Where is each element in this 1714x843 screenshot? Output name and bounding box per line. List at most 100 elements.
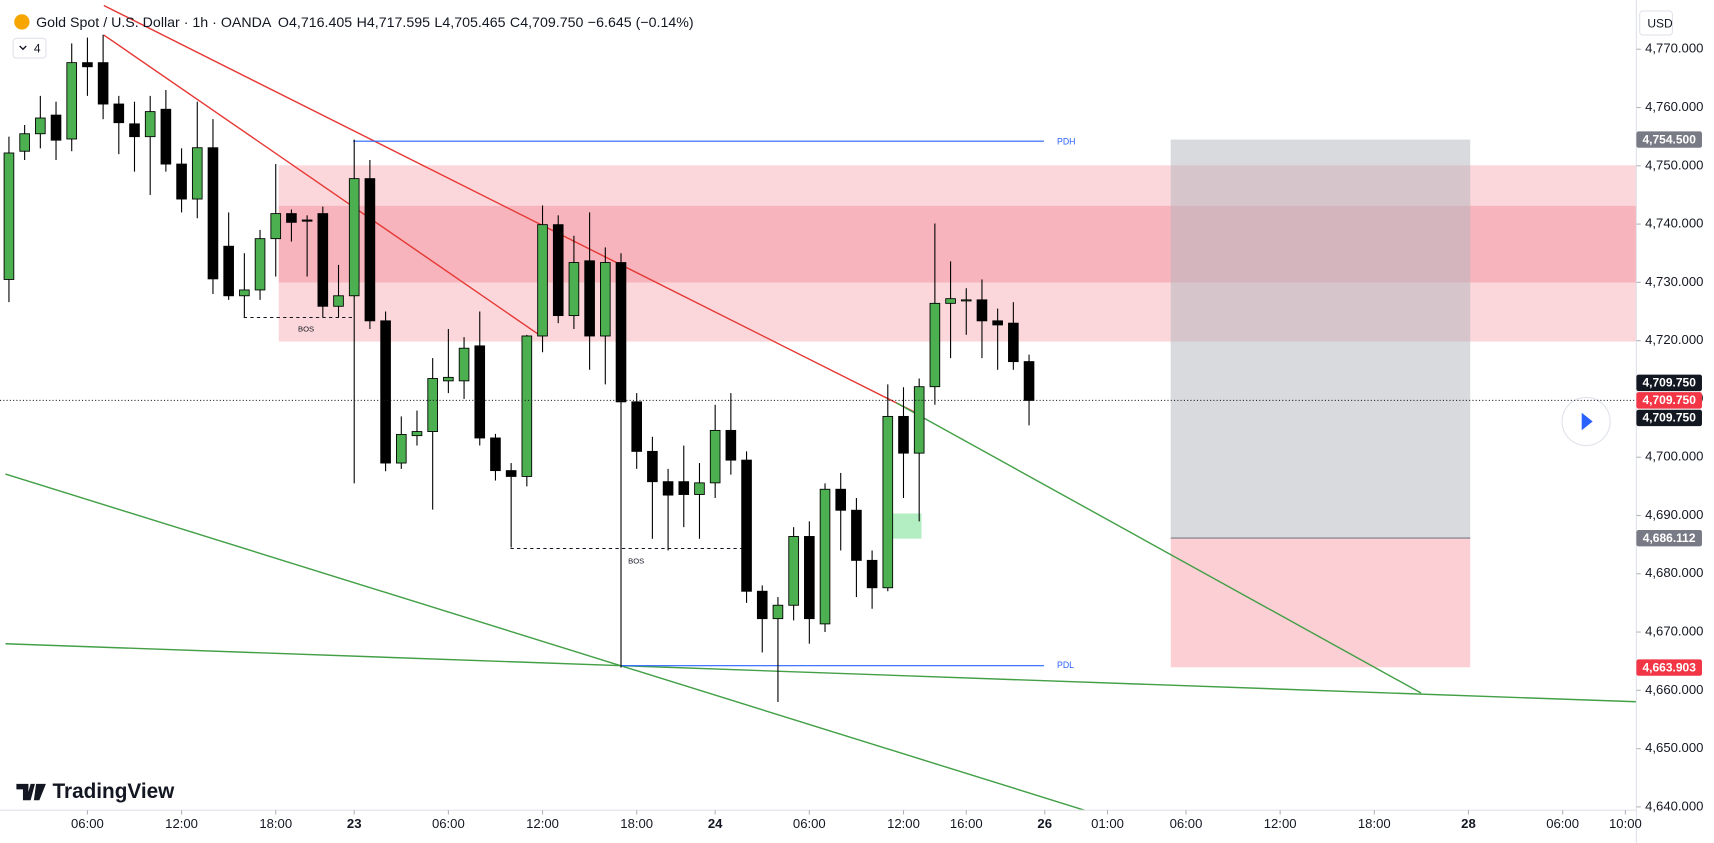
candle-body-down [223, 245, 234, 297]
candle-body-down [992, 320, 1003, 326]
x-tick-label: 06:00 [432, 816, 465, 831]
candle-body-up [19, 133, 30, 152]
candle-body-up [772, 604, 784, 620]
x-tick-label: 06:00 [1170, 816, 1203, 831]
candle-body-down [113, 103, 125, 124]
candle-body-down [678, 481, 690, 495]
y-tick-label: 4,640.000 [1645, 798, 1703, 813]
candle-body-down [176, 163, 187, 200]
candle-body-down [584, 260, 595, 337]
candle-body-down [1008, 322, 1019, 363]
candle-body-up [270, 213, 282, 240]
x-tick-label: 12:00 [1264, 816, 1297, 831]
price-label: 4,709.750 [1642, 393, 1696, 407]
ohlc-key: H [357, 15, 367, 31]
candle-body-down [756, 590, 768, 620]
candle-body-up [945, 298, 956, 304]
price-label: 4,754.500 [1642, 132, 1696, 146]
y-tick-label: 4,770.000 [1645, 41, 1703, 56]
candle-body-down [976, 299, 988, 322]
candle-body-down [631, 401, 642, 452]
price-label-box [1636, 529, 1702, 547]
candle-body-down [490, 437, 501, 472]
x-tick-label: 26 [1037, 816, 1052, 831]
candle-body-up [411, 431, 423, 437]
candle-body-down [50, 114, 62, 141]
candle-body-up [709, 429, 721, 484]
candle-body-down [317, 213, 329, 307]
candle-body-up [191, 147, 203, 200]
candle-body-down [505, 470, 517, 477]
ohlc-key: O [278, 15, 289, 31]
candle-body-down [160, 108, 172, 165]
candle-body-down [804, 536, 815, 620]
candle-body-up [239, 289, 250, 297]
trend-line [5, 643, 1637, 703]
candle-body-up [348, 178, 360, 297]
x-tick-label: 24 [708, 816, 723, 831]
x-tick-label: 12:00 [165, 816, 198, 831]
fvg-box [893, 513, 922, 539]
bos-label: BOS [298, 325, 314, 334]
candle-body-up [568, 262, 580, 317]
candle-body-down [380, 320, 391, 464]
candles [3, 34, 1035, 702]
candle-body-down [207, 147, 219, 280]
x-tick-label: 01:00 [1091, 816, 1124, 831]
currency-box[interactable] [1639, 10, 1674, 36]
indicator-count: 4 [34, 41, 41, 55]
candle-body-up [913, 386, 925, 454]
candle-body-up [882, 415, 894, 589]
x-tick-label: 12:00 [526, 816, 559, 831]
trend-line [5, 473, 1085, 811]
candle-body-up [929, 302, 941, 388]
trend-line [103, 34, 539, 335]
pdh-label: PDH [1057, 137, 1075, 147]
candle-body-up [819, 488, 831, 625]
trend-line [896, 402, 1422, 694]
y-tick-label: 4,670.000 [1645, 624, 1703, 639]
y-tick-label: 4,730.000 [1645, 274, 1703, 289]
symbol-title: Gold Spot / U.S. Dollar · 1h · OANDA [36, 15, 272, 31]
candle-body-down [82, 62, 93, 68]
candle-body-up [66, 62, 78, 140]
chevron [19, 45, 27, 51]
candle-body-up [960, 299, 972, 302]
candle-body-down [1023, 361, 1035, 401]
candle-body-down [851, 509, 862, 561]
candle-body-down [647, 450, 658, 483]
ohlc-key: C [510, 15, 520, 31]
position-target [1170, 139, 1471, 539]
indicator-toggle[interactable] [12, 37, 47, 59]
x-tick-label: 18:00 [620, 816, 653, 831]
drawings: PDH PDL BOS BOS [5, 4, 1637, 811]
candle-body-down [741, 459, 752, 592]
y-tick-label: 4,650.000 [1645, 740, 1703, 755]
y-tick-label: 4,750.000 [1645, 157, 1703, 172]
candle-body-down [835, 488, 847, 511]
y-tick-label: 4,700.000 [1645, 449, 1703, 464]
y-tick-label: 4,720.000 [1645, 332, 1703, 347]
candle-body-down [286, 213, 297, 223]
candle-body-down [129, 123, 140, 138]
price-label: 4,663.903 [1642, 660, 1696, 674]
ohlc-value: 4,705.465 [442, 15, 505, 31]
candle-body-down [662, 481, 674, 496]
price-label-box [1636, 374, 1702, 392]
ohlc-value: 4,709.750 [520, 15, 583, 31]
y-tick-label: 4,690.000 [1645, 507, 1703, 522]
candle-body-up [395, 434, 407, 464]
candle-body-up [254, 238, 266, 291]
y-tick-label: 4,660.000 [1645, 682, 1703, 697]
candle-body-down [725, 429, 737, 461]
x-tick-label: 18:00 [259, 816, 292, 831]
candle-body-up [427, 378, 438, 433]
x-tick-label: 12:00 [887, 816, 920, 831]
candle-body-up [521, 335, 533, 477]
x-tick-label: 06:00 [1546, 816, 1579, 831]
price-label: 4,686.112 [1643, 531, 1696, 545]
pdl-label: PDL [1057, 660, 1074, 670]
candle-body-up [788, 536, 799, 606]
candle-body-down [301, 219, 313, 222]
